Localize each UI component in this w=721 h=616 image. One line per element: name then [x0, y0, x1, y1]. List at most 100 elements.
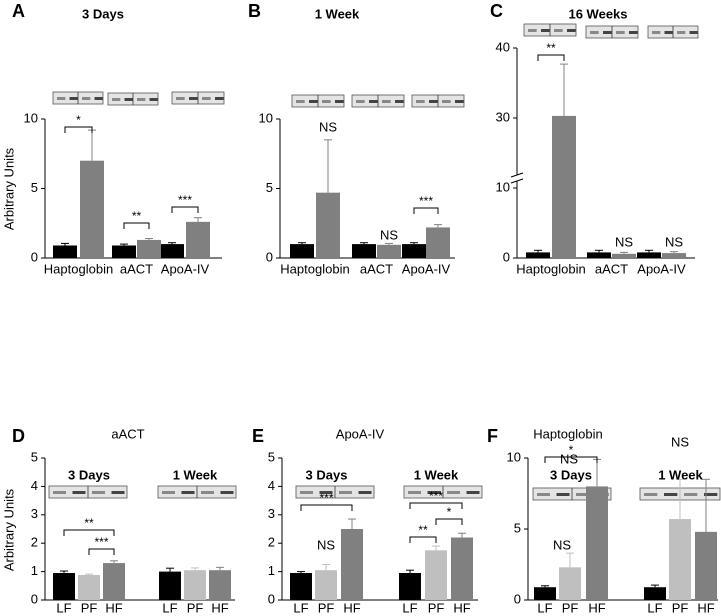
x-tick-label: HF — [105, 600, 122, 615]
bar — [644, 587, 666, 600]
significance-label: *** — [419, 194, 433, 208]
blot-band — [335, 100, 344, 103]
significance-label: *** — [429, 489, 443, 503]
blot-band — [603, 31, 612, 34]
bar — [552, 115, 576, 259]
bar — [669, 519, 691, 600]
panel-title: 1 Week — [315, 6, 360, 21]
significance-bracket — [413, 207, 439, 214]
x-tick-label: ApoA-IV — [402, 261, 451, 276]
panel-letter: C — [490, 1, 503, 21]
x-tick-label: PF — [562, 600, 579, 615]
panel-title: 16 Weeks — [568, 6, 627, 21]
significance-bracket — [64, 126, 93, 133]
blot-band — [466, 491, 480, 494]
x-tick-label: Haptoglobin — [44, 261, 113, 276]
y-tick-label: 3 — [31, 506, 38, 521]
group-label: 3 Days — [550, 467, 592, 482]
blot-band — [528, 29, 537, 32]
blot-band — [541, 29, 550, 32]
bar — [586, 486, 608, 600]
axis-break — [510, 172, 524, 178]
y-tick-label: 0 — [514, 591, 521, 606]
bar — [662, 253, 686, 258]
blot-band — [382, 100, 391, 103]
blot-band — [57, 97, 66, 100]
panel-letter: D — [12, 426, 25, 446]
significance-label: ** — [84, 516, 94, 530]
bar — [184, 570, 206, 600]
significance-label: ** — [132, 209, 142, 223]
blot-band — [112, 98, 121, 101]
blot-band — [395, 100, 404, 103]
blot-band — [358, 491, 372, 494]
y-tick-label: 5 — [268, 449, 275, 464]
bar — [425, 550, 447, 600]
y-tick-label: 3 — [268, 506, 275, 521]
significance-label: *** — [178, 193, 192, 207]
significance-bracket — [63, 529, 115, 536]
blot-band — [554, 29, 563, 32]
panel-letter: A — [12, 1, 25, 21]
blot-band — [94, 97, 103, 100]
y-tick-label: 10 — [496, 179, 510, 194]
blot-band — [556, 493, 570, 496]
significance-bracket — [300, 504, 353, 511]
x-tick-label: ApoA-IV — [637, 261, 686, 276]
y-tick-label: 0 — [503, 249, 510, 264]
panel-letter: F — [487, 426, 498, 446]
significance-label: *** — [319, 491, 333, 505]
bar — [103, 563, 125, 600]
bar — [209, 570, 231, 600]
bar — [695, 531, 717, 600]
significance-bracket — [435, 518, 463, 525]
x-tick-label: PF — [318, 600, 335, 615]
bar — [160, 244, 184, 258]
blot-band — [181, 491, 195, 494]
y-axis-label: Arbitrary Units — [1, 488, 16, 571]
x-tick-label: LF — [537, 600, 552, 615]
significance-label: NS — [615, 234, 633, 249]
bar — [377, 244, 401, 258]
panel-letter: B — [248, 1, 261, 21]
x-tick-label: aACT — [595, 261, 628, 276]
blot-band — [652, 31, 661, 34]
significance-bracket — [123, 222, 150, 229]
blot-band — [664, 31, 673, 34]
y-tick-label: 0 — [266, 249, 273, 264]
significance-label: NS — [553, 537, 571, 552]
significance-label: * — [76, 113, 81, 127]
blot-band — [677, 31, 686, 34]
blot-band — [124, 98, 133, 101]
x-tick-label: HF — [343, 600, 360, 615]
blot-band — [616, 31, 625, 34]
bar — [612, 253, 636, 258]
x-tick-label: HF — [588, 600, 605, 615]
blot-band — [309, 100, 318, 103]
blot-band — [111, 491, 125, 494]
bar — [316, 192, 340, 258]
y-tick-label: 5 — [31, 449, 38, 464]
blot-band — [137, 98, 146, 101]
group-label: 1 Week — [414, 467, 459, 482]
panel-title: ApoA-IV — [336, 426, 385, 441]
y-tick-label: 10 — [24, 110, 38, 125]
significance-bracket — [544, 456, 598, 463]
blot-band — [567, 29, 576, 32]
blot-band — [53, 491, 66, 494]
significance-bracket — [409, 536, 437, 543]
significance-label: ** — [546, 41, 556, 55]
blot-band — [322, 100, 331, 103]
blot-band — [296, 100, 305, 103]
significance-bracket — [88, 548, 115, 555]
panel-letter: E — [252, 426, 264, 446]
blot-band — [447, 491, 460, 494]
blot-band — [369, 100, 378, 103]
x-tick-label: PF — [81, 600, 98, 615]
x-tick-label: LF — [56, 600, 71, 615]
panel-title: 3 Days — [82, 6, 124, 21]
significance-bracket — [537, 54, 565, 61]
blot-band — [590, 31, 599, 34]
blot-band — [576, 493, 589, 496]
